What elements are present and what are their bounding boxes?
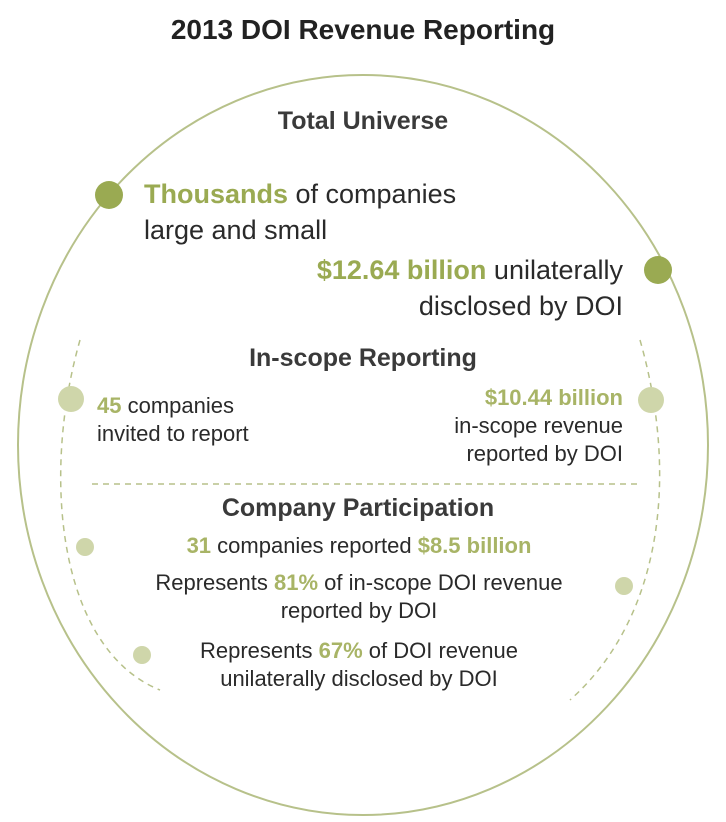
total-revenue-line1: unilaterally xyxy=(486,255,623,285)
in-scope-companies-line1: companies xyxy=(121,393,234,418)
total-companies-line1: of companies xyxy=(288,179,457,209)
total-companies-line2: large and small xyxy=(144,215,328,245)
dot-part-left-lower xyxy=(133,646,151,664)
in-scope-revenue-line2: in-scope revenue xyxy=(454,413,623,438)
participation-reported-mid: companies reported xyxy=(211,533,418,558)
participation-revenue-highlight: $8.5 billion xyxy=(417,533,532,558)
dot-part-right xyxy=(615,577,633,595)
dot-inscope-right xyxy=(638,387,664,413)
share-total-highlight: 67% xyxy=(318,638,363,663)
dot-total-left xyxy=(95,181,123,209)
share-total-pre: Represents xyxy=(200,638,319,663)
dot-total-right xyxy=(644,256,672,284)
in-scope-revenue-highlight: $10.44 billion xyxy=(484,385,623,410)
total-universe-oval xyxy=(17,74,709,816)
in-scope-revenue-line3: reported by DOI xyxy=(466,441,623,466)
share-total-line2: unilaterally disclosed by DOI xyxy=(220,666,498,691)
share-in-scope-pre: Represents xyxy=(155,570,274,595)
share-in-scope-highlight: 81% xyxy=(274,570,319,595)
total-universe-heading: Total Universe xyxy=(277,107,449,135)
total-revenue-highlight: $12.64 billion xyxy=(316,255,487,285)
participation-companies-highlight: 31 xyxy=(186,533,212,558)
page-title: 2013 DOI Revenue Reporting xyxy=(170,14,556,45)
participation-share-in-scope: Represents 81% of in-scope DOI revenue r… xyxy=(0,569,718,625)
share-in-scope-post: of in-scope DOI revenue xyxy=(318,570,563,595)
participation-share-total: Represents 67% of DOI revenue unilateral… xyxy=(0,637,718,693)
in-scope-companies-text: 45 companies invited to report xyxy=(97,392,357,448)
total-revenue-line2: disclosed by DOI xyxy=(418,291,623,321)
dot-inscope-left xyxy=(58,386,84,412)
participation-heading: Company Participation xyxy=(221,494,495,522)
total-companies-highlight: Thousands xyxy=(144,179,289,209)
in-scope-companies-highlight: 45 xyxy=(97,393,122,418)
share-in-scope-line2: reported by DOI xyxy=(280,598,438,623)
in-scope-heading: In-scope Reporting xyxy=(249,344,477,372)
participation-reported-text: 31 companies reported $8.5 billion xyxy=(0,532,718,560)
in-scope-revenue-text: $10.44 billion in-scope revenue reported… xyxy=(380,384,623,468)
total-companies-text: Thousands of companies large and small xyxy=(144,176,564,248)
dot-part-left-upper xyxy=(76,538,94,556)
total-revenue-text: $12.64 billion unilaterally disclosed by… xyxy=(220,252,623,324)
in-scope-companies-line2: invited to report xyxy=(97,421,249,446)
share-total-post: of DOI revenue xyxy=(362,638,518,663)
